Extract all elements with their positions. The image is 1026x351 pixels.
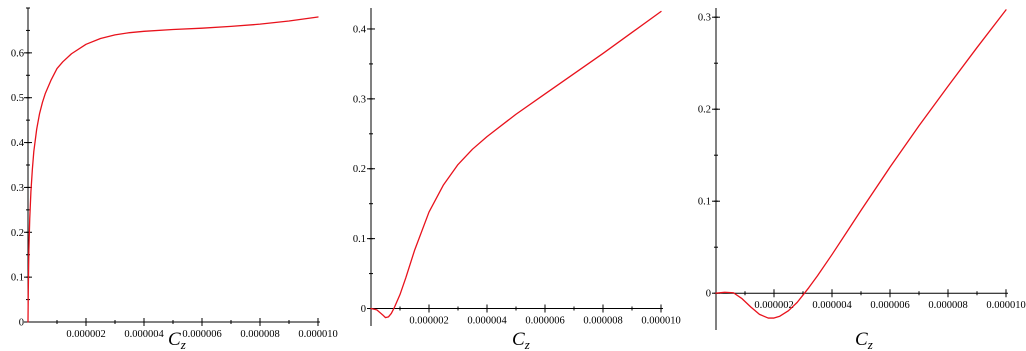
x-tick-label: 0.000010 <box>986 300 1025 311</box>
x-tick-label: 0.000004 <box>467 316 507 327</box>
y-tick-label: 0.2 <box>698 105 711 116</box>
x-tick-label: 0.000010 <box>298 329 337 340</box>
y-tick-label: 0.6 <box>11 48 24 59</box>
x-tick-label: 0.000008 <box>240 329 279 340</box>
y-tick-label: 0.3 <box>698 13 711 24</box>
x-tick-label: 0.000004 <box>812 300 852 311</box>
y-axis: 0 0.1 0.2 0.3 <box>698 8 720 330</box>
x-tick-label: 0.000006 <box>870 300 909 311</box>
x-tick-label: 0.000002 <box>409 316 448 327</box>
series-line <box>370 10 662 319</box>
y-tick-label: 0.1 <box>11 273 24 284</box>
x-tick-label: 0.000008 <box>928 300 967 311</box>
y-tick-label: 0 <box>19 318 24 329</box>
chart-panel-3: 00.10.20.3 0.000002 0.000004 0.000006 0.000… <box>698 8 1026 351</box>
y-tick-label: 0 <box>361 304 366 315</box>
y-tick-label: 0.1 <box>698 197 711 208</box>
chart-panel-2: 00.10.20.30.4 0.000002 0.000004 0.000006 0.… <box>353 8 681 351</box>
y-tick-label: 0.1 <box>353 234 366 245</box>
series-line <box>715 9 1007 319</box>
x-tick-label: 0.000010 <box>641 316 680 327</box>
y-tick-label: 0 <box>706 289 711 300</box>
y-tick-label: 0.3 <box>353 94 366 105</box>
x-axis: 0.000002 0.000004 0.000006 0.000008 0.000010 <box>28 318 338 340</box>
x-tick-label: 0.000002 <box>66 329 105 340</box>
x-tick-label: 0.000008 <box>583 316 622 327</box>
y-tick-label: 0.5 <box>11 93 24 104</box>
x-tick-label: 0.000006 <box>525 316 564 327</box>
y-tick-label: 0.2 <box>353 164 366 175</box>
y-tick-label: 0.4 <box>353 24 367 35</box>
series-line <box>27 16 319 323</box>
x-tick-label: 0.000004 <box>124 329 164 340</box>
x-axis-title: Cz <box>855 329 873 351</box>
chart-panel-1: 00.10.20.30.40.50.6 0.000002 0.000004 0.00… <box>11 7 338 351</box>
x-tick-label: 0.000002 <box>754 300 793 311</box>
y-tick-label: 0.3 <box>11 183 24 194</box>
x-tick-label: 0.000006 <box>182 329 221 340</box>
y-tick-label: 0.2 <box>11 228 24 239</box>
x-axis: 0.000002 0.000004 0.000006 0.000008 0.000010 <box>716 289 1026 311</box>
x-axis: 0.000002 0.000004 0.000006 0.000008 0.000010 <box>371 304 681 327</box>
y-tick-label: 0.4 <box>11 138 25 149</box>
x-axis-title: Cz <box>512 329 530 351</box>
y-axis: 0 0.1 0.2 0.3 0.4 <box>353 8 375 326</box>
x-axis-title: Cz <box>168 329 186 351</box>
